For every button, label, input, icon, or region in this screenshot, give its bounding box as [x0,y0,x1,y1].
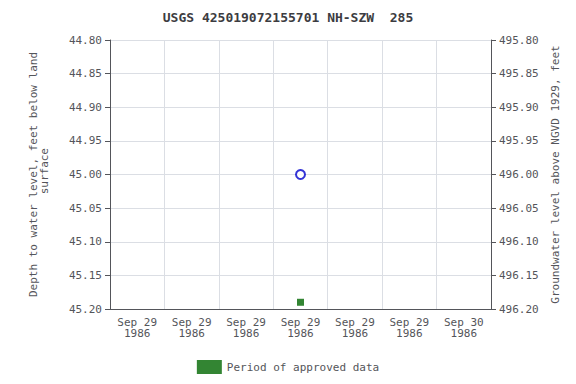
svg-text:1986: 1986 [178,327,205,340]
svg-text:495.85: 495.85 [499,67,539,80]
svg-text:44.95: 44.95 [69,134,102,147]
svg-text:Depth to water level, feet bel: Depth to water level, feet below land [27,52,40,297]
svg-text:1986: 1986 [287,327,314,340]
svg-text:44.80: 44.80 [69,34,102,47]
svg-text:44.90: 44.90 [69,101,102,114]
svg-text:496.15: 496.15 [499,269,539,282]
svg-text:495.80: 495.80 [499,34,539,47]
svg-text:1986: 1986 [342,327,369,340]
svg-text:496.10: 496.10 [499,235,539,248]
svg-text:Sep 29: Sep 29 [389,316,430,329]
svg-text:Sep 29: Sep 29 [335,316,375,329]
svg-text:1986: 1986 [124,327,151,340]
svg-text:Groundwater level above NGVD 1: Groundwater level above NGVD 1929, feet [549,45,562,303]
svg-text:Sep 29: Sep 29 [280,316,321,329]
svg-text:1986: 1986 [396,327,423,340]
svg-text:45.20: 45.20 [69,303,102,316]
svg-text:45.00: 45.00 [69,168,102,181]
svg-text:Sep 29: Sep 29 [226,316,266,329]
svg-text:44.85: 44.85 [69,67,102,80]
svg-text:496.05: 496.05 [499,202,539,215]
svg-text:USGS 425019072155701 NH-SZW 2: USGS 425019072155701 NH-SZW 285 [163,10,413,25]
svg-text:surface: surface [38,148,51,201]
svg-text:45.15: 45.15 [69,269,102,282]
svg-text:495.90: 495.90 [499,101,539,114]
svg-text:1986: 1986 [451,327,478,340]
svg-text:Sep 30: Sep 30 [443,316,484,329]
svg-text:Sep 29: Sep 29 [171,316,212,329]
svg-text:496.20: 496.20 [499,303,539,316]
svg-text:45.05: 45.05 [69,202,102,215]
svg-text:45.10: 45.10 [69,235,102,248]
svg-text:Period of approved data: Period of approved data [227,361,379,374]
svg-text:496.00: 496.00 [499,168,539,181]
svg-text:495.95: 495.95 [499,134,539,147]
svg-text:Sep 29: Sep 29 [117,316,158,329]
svg-text:1986: 1986 [233,327,260,340]
